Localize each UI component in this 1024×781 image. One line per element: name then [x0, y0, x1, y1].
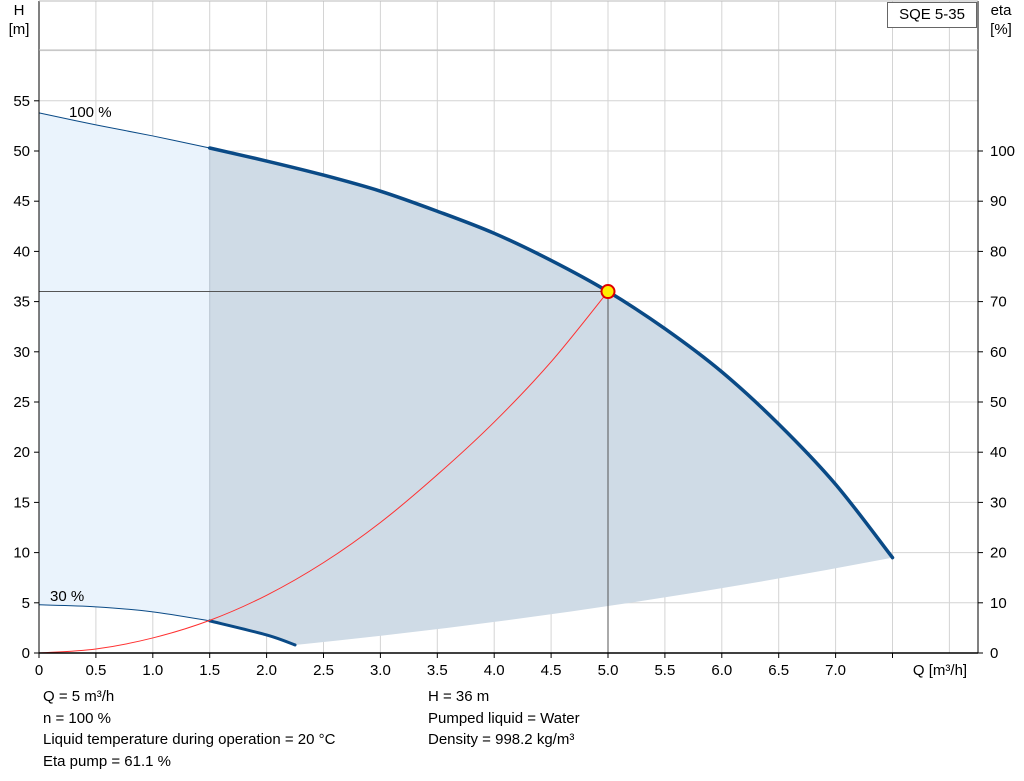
info-temperature: Liquid temperature during operation = 20…	[43, 731, 336, 748]
curve-100-thick	[207, 146, 895, 560]
duty-point-marker	[600, 284, 616, 300]
axes	[34, 0, 983, 658]
x-tick-label: 5.0	[598, 662, 619, 679]
y2-tick-label: 70	[990, 294, 1007, 311]
x-tick-label: 2.5	[313, 662, 334, 679]
y-tick-label: 5	[22, 595, 30, 612]
y-axis-title: H	[14, 2, 25, 19]
y-tick-label: 35	[13, 294, 30, 311]
curves	[38, 112, 895, 654]
y2-tick-label: 20	[990, 545, 1007, 562]
info-flow: Q = 5 m³/h	[43, 688, 115, 705]
y-tick-label: 25	[13, 394, 30, 411]
info-eta-pump: Eta pump = 61.1 %	[43, 752, 171, 770]
y2-tick-label: 50	[990, 394, 1007, 411]
y2-tick-label: 0	[990, 645, 998, 662]
curve-eta	[38, 291, 609, 654]
info-density: Density = 998.2 kg/m³	[428, 731, 575, 748]
info-head: H = 36 m	[428, 688, 490, 705]
area-operating-range	[209, 147, 893, 645]
curve-30-thick	[208, 619, 297, 647]
y2-tick-label: 60	[990, 344, 1007, 361]
curve-label-100: 100 %	[69, 104, 112, 121]
y-tick-label: 15	[13, 494, 30, 511]
y-tick-label: 40	[13, 243, 30, 260]
info-liquid: Pumped liquid = Water	[428, 709, 580, 727]
x-tick-label: 1.5	[199, 662, 220, 679]
x-tick-label: 0	[35, 662, 43, 679]
info-speed: n = 100 %	[43, 709, 111, 727]
x-tick-label: 4.5	[541, 662, 562, 679]
y-tick-label: 20	[13, 444, 30, 461]
y2-tick-label: 100	[990, 143, 1015, 160]
x-tick-label: 5.5	[654, 662, 675, 679]
curve-label-30: 30 %	[50, 588, 84, 605]
y-tick-label: 50	[13, 143, 30, 160]
x-tick-label: 1.0	[142, 662, 163, 679]
y2-axis-unit: [%]	[990, 21, 1012, 38]
y2-tick-label: 40	[990, 444, 1007, 461]
x-tick-label: 6.0	[711, 662, 732, 679]
chart-title: SQE 5-35	[887, 2, 977, 28]
y2-tick-label: 90	[990, 193, 1007, 210]
area-below-min-flow	[39, 112, 214, 621]
x-tick-label: 7.0	[825, 662, 846, 679]
info-left: Q = 5 m³/h n = 100 % Liquid temperature …	[43, 686, 335, 772]
y2-axis-title: eta	[991, 2, 1013, 19]
y-tick-label: 10	[13, 545, 30, 562]
y-tick-label: 0	[22, 645, 30, 662]
y2-tick-label: 10	[990, 595, 1007, 612]
x-tick-label: 0.5	[85, 662, 106, 679]
x-axis-title: Q [m³/h]	[913, 662, 967, 679]
y-axis-unit: [m]	[9, 21, 30, 38]
x-tick-label: 3.0	[370, 662, 391, 679]
y2-tick-label: 30	[990, 494, 1007, 511]
info-right: H = 36 m Pumped liquid = Water Density =…	[428, 686, 580, 751]
y-tick-label: 55	[13, 93, 30, 110]
x-tick-label: 6.5	[768, 662, 789, 679]
x-tick-label: 2.0	[256, 662, 277, 679]
x-tick-label: 3.5	[427, 662, 448, 679]
operating-range-areas	[39, 112, 893, 645]
y-tick-label: 45	[13, 193, 30, 210]
labels: 0 0.5 1.0 1.5 2.0 2.5 3.0 3.5 4.0 4.5 5.0 5.5 6.0 6.5…	[9, 2, 1015, 679]
y2-tick-label: 80	[990, 243, 1007, 260]
y-tick-label: 30	[13, 344, 30, 361]
x-tick-label: 4.0	[484, 662, 505, 679]
